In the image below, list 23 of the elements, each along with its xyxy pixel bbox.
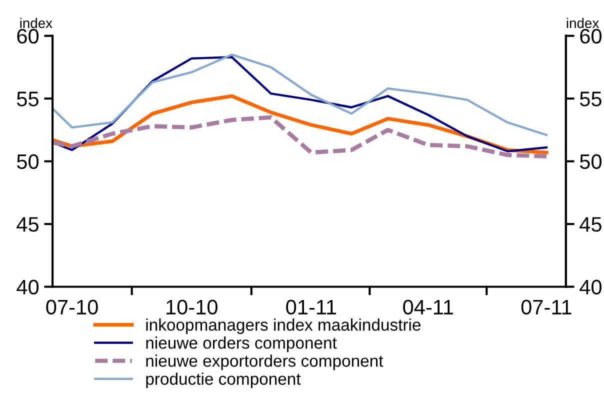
y2-tick-label: 50 <box>580 154 602 170</box>
y-tick-label: 55 <box>17 92 38 106</box>
y2-tick-label: 40 <box>580 280 602 295</box>
line-series <box>52 115 549 158</box>
y-tick-label: 50 <box>17 154 39 170</box>
x-tick-label: 01-11 <box>286 300 336 315</box>
x-tick-label: 07-10 <box>46 300 98 315</box>
legend-label: inkoopmanagers index maakindustrie <box>146 318 420 334</box>
x-tick-label: 10-10 <box>166 300 218 315</box>
y2-tick-label: 60 <box>580 28 602 44</box>
legend-label: nieuwe orders component <box>146 336 337 352</box>
y2-tick-label: 55 <box>580 92 602 106</box>
y-axis-title: index <box>20 18 52 28</box>
legend-label: productie component <box>146 372 301 388</box>
x-tick-label: 07-11 <box>521 300 572 315</box>
y2-axis-title: index <box>566 18 599 28</box>
y-tick-label: 40 <box>16 280 39 295</box>
y-tick-label: 60 <box>17 28 39 44</box>
y-tick-label: 45 <box>16 217 38 232</box>
y2-tick-label: 45 <box>580 217 602 232</box>
x-tick-label: 04-11 <box>403 300 454 315</box>
line-series <box>52 54 548 136</box>
legend-label: nieuwe exportorders component <box>146 354 384 370</box>
